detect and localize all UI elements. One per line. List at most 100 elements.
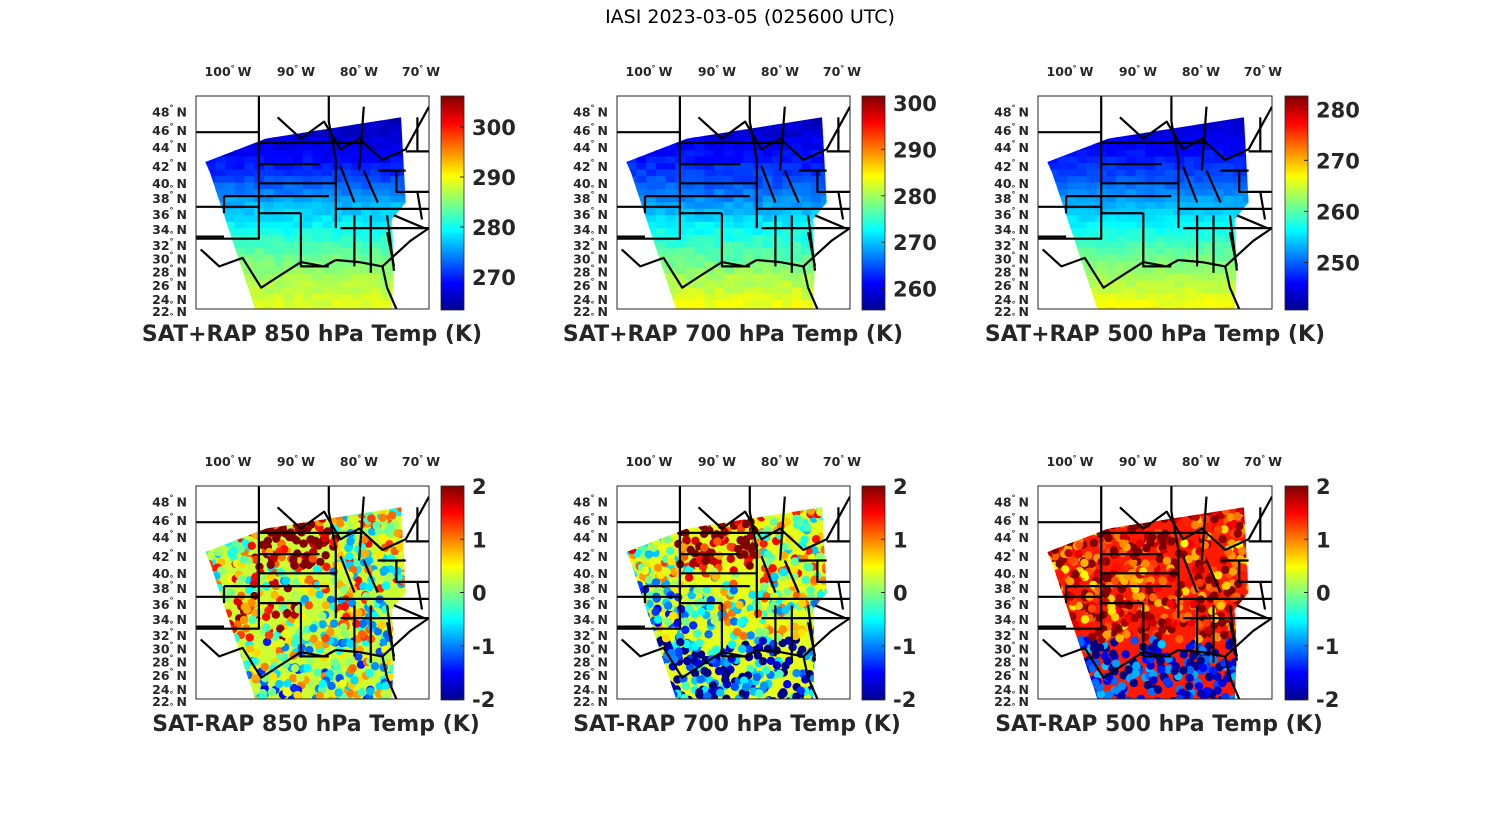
field-cell (263, 228, 275, 236)
field-cell (283, 300, 295, 308)
field-cell (293, 156, 304, 165)
field-cell (1174, 306, 1186, 309)
field-cell (694, 274, 706, 282)
field-cell (283, 163, 295, 171)
obs-point (339, 623, 348, 632)
obs-point (752, 672, 762, 682)
obs-point (273, 530, 282, 539)
field-cell (1086, 208, 1098, 217)
field-cell (322, 195, 333, 204)
obs-point (239, 555, 249, 564)
field-cell (1203, 300, 1215, 308)
field-cell (273, 254, 285, 263)
lat-tick-label: 24° N (152, 682, 187, 699)
obs-point (654, 615, 663, 624)
field-cell (704, 156, 716, 165)
field-cell (234, 149, 246, 158)
field-cell (791, 234, 803, 243)
field-cell (1096, 254, 1108, 263)
state-boundary (362, 560, 379, 593)
field-cell (244, 241, 256, 249)
field-cell (312, 130, 324, 138)
field-cell (341, 228, 353, 236)
panel-4: 100° W 90° W 80° W 70° W48° N46° N44° N42° N40° N38°… (152, 454, 495, 737)
field-cell (380, 149, 392, 158)
field-cell (1067, 169, 1078, 178)
obs-point (644, 550, 654, 559)
field-cell (733, 293, 745, 302)
obs-point (1221, 692, 1230, 699)
obs-point (716, 688, 725, 697)
field-cell (283, 261, 295, 269)
obs-point (1156, 665, 1166, 674)
field-cell (283, 274, 295, 282)
field-cell (341, 169, 353, 178)
obs-point (266, 572, 275, 582)
lat-tick-label: 42° N (573, 548, 608, 564)
obs-point (276, 567, 285, 577)
field-cell (341, 241, 353, 249)
field-cell (1223, 247, 1234, 256)
field-cell (782, 143, 793, 151)
field-cell (1174, 300, 1186, 308)
obs-point (790, 565, 799, 574)
field-cell (331, 267, 343, 276)
field-cell (1145, 221, 1156, 230)
field-cell (1116, 215, 1127, 223)
field-cell (733, 254, 745, 263)
field-cell (1174, 267, 1186, 276)
field-cell (215, 169, 227, 178)
field-cell (733, 267, 745, 276)
field-cell (646, 163, 657, 171)
field-cell (312, 300, 324, 308)
field-cell (1135, 215, 1147, 223)
field-cell (772, 163, 784, 171)
field-cell (341, 306, 353, 309)
lat-tick-label: 32° N (573, 237, 608, 253)
field-cell (1077, 208, 1088, 217)
field-cell (820, 163, 827, 171)
field-cell (1145, 306, 1156, 309)
field-cell (684, 228, 696, 236)
field-cell (1116, 254, 1127, 263)
field-cell (723, 176, 735, 184)
field-cell (1223, 228, 1234, 236)
field-cell (655, 208, 667, 217)
field-cell (694, 169, 706, 178)
field-cell (1203, 280, 1215, 289)
field-cell (1164, 306, 1176, 309)
field-cell (811, 195, 822, 204)
field-cell (1184, 156, 1195, 165)
field-cell (1203, 293, 1215, 302)
field-cell (772, 215, 784, 223)
field-cell (1086, 143, 1098, 151)
field-cell (772, 123, 784, 132)
state-boundary (837, 191, 845, 220)
obs-point (304, 601, 314, 610)
field-cell (1077, 228, 1088, 236)
obs-point (305, 607, 314, 617)
field-cell (782, 293, 793, 302)
field-cell (1135, 228, 1147, 236)
obs-point (314, 640, 323, 650)
field-cell (704, 261, 716, 269)
field-cell (1213, 123, 1225, 132)
field-cell (351, 208, 363, 217)
field-cell (1145, 176, 1156, 184)
field-cell (1096, 300, 1108, 308)
field-cell (1223, 306, 1234, 309)
field-cell (1106, 280, 1117, 289)
field-cell (361, 234, 372, 243)
field-cell (791, 300, 803, 308)
panel-2: 100° W 90° W 80° W 70° W48° N46° N44° N42° N40° N38°… (563, 64, 937, 347)
field-cell (772, 221, 784, 230)
obs-point (769, 517, 779, 526)
field-cell (263, 149, 275, 158)
obs-point (239, 615, 249, 625)
field-cell (380, 247, 392, 256)
field-cell (801, 202, 813, 210)
field-cell (1155, 149, 1166, 158)
field-cell (302, 234, 314, 243)
field-cell (351, 247, 363, 256)
obs-point (247, 541, 256, 551)
